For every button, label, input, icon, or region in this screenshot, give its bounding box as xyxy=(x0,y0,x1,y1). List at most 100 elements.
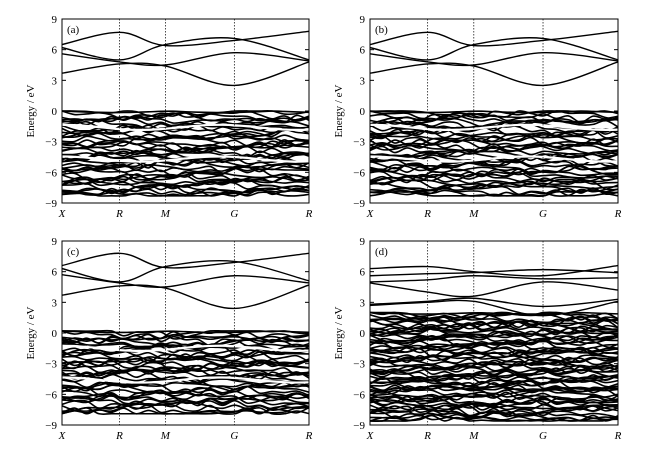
valence-band xyxy=(370,374,618,385)
valence-band xyxy=(370,367,618,380)
valence-band xyxy=(370,172,618,186)
valence-band xyxy=(62,175,309,186)
band-gap-highlight xyxy=(62,123,309,132)
valence-band xyxy=(62,184,309,196)
y-tick-label: 3 xyxy=(360,75,366,87)
kpoint-label: M xyxy=(160,430,171,442)
kpoint-label: R xyxy=(614,430,622,442)
conduction-band xyxy=(370,61,618,87)
valence-band xyxy=(370,349,618,361)
panel-label: (d) xyxy=(375,246,388,258)
kpoint-label: R xyxy=(423,430,431,442)
y-axis-title: Energy / eV xyxy=(333,84,345,137)
valence-band xyxy=(370,360,618,372)
conduction-band xyxy=(370,52,618,67)
valence-band xyxy=(62,111,309,126)
conduction-band xyxy=(62,52,309,67)
kpoint-label: X xyxy=(58,208,67,220)
conduction-band xyxy=(370,281,618,298)
band-gap-highlight xyxy=(62,344,309,352)
panel-label: (a) xyxy=(67,24,80,36)
valence-band xyxy=(62,142,309,153)
valence-band xyxy=(370,408,618,420)
valence-band xyxy=(370,128,618,139)
y-tick-label: 3 xyxy=(52,75,58,87)
valence-band xyxy=(62,173,309,185)
band-gap-highlight xyxy=(62,155,309,163)
kpoint-label: G xyxy=(230,208,238,220)
kpoint-label: X xyxy=(58,430,67,442)
kpoint-label: R xyxy=(305,430,313,442)
y-tick-label: −6 xyxy=(353,167,365,179)
valence-band xyxy=(62,381,309,393)
valence-band xyxy=(370,325,618,337)
y-tick-label: 9 xyxy=(360,236,366,248)
kpoint-label: M xyxy=(468,208,479,220)
valence-band xyxy=(62,156,309,168)
y-tick-label: −9 xyxy=(353,420,365,432)
band-panel: 9 6 3 0 −3 −6 −9X R M G R Energy / eV (a) xyxy=(25,14,313,220)
kpoint-label: X xyxy=(366,208,375,220)
valence-band xyxy=(62,370,309,384)
valence-band xyxy=(62,333,309,347)
kpoint-label: R xyxy=(115,208,123,220)
conduction-band xyxy=(62,30,309,47)
valence-band xyxy=(62,139,309,152)
valence-band xyxy=(370,328,618,341)
conduction-band xyxy=(62,61,309,87)
y-tick-label: 6 xyxy=(52,267,58,279)
kpoint-label: G xyxy=(230,430,238,442)
y-tick-label: −3 xyxy=(45,137,57,149)
valence-band xyxy=(370,126,618,137)
valence-band xyxy=(370,391,618,403)
y-axis-title: Energy / eV xyxy=(333,306,345,359)
y-tick-label: 6 xyxy=(360,267,366,279)
valence-band xyxy=(370,113,618,126)
y-tick-label: 6 xyxy=(360,45,366,57)
valence-band xyxy=(370,334,618,348)
valence-band xyxy=(370,402,618,415)
valence-band xyxy=(370,189,618,197)
y-axis-title: Energy / eV xyxy=(25,84,37,137)
valence-band xyxy=(62,191,309,197)
conduction-band xyxy=(62,274,309,288)
valence-band xyxy=(370,164,618,178)
kpoint-label: R xyxy=(614,208,622,220)
y-axis-title: Energy / eV xyxy=(25,306,37,359)
y-tick-label: −6 xyxy=(45,167,57,179)
kpoint-label: R xyxy=(115,430,123,442)
valence-band xyxy=(62,348,309,361)
valence-band xyxy=(370,119,618,131)
y-tick-label: 9 xyxy=(360,14,366,26)
valence-band xyxy=(370,332,618,342)
y-tick-label: −6 xyxy=(353,389,365,401)
panel-label: (b) xyxy=(375,24,388,36)
y-tick-label: −3 xyxy=(353,359,365,371)
valence-band xyxy=(62,361,309,373)
valence-band xyxy=(62,182,309,196)
conduction-band xyxy=(62,37,309,61)
y-tick-label: 6 xyxy=(52,45,58,57)
valence-band xyxy=(62,160,309,172)
valence-band xyxy=(62,384,309,396)
band-panel: 9 6 3 0 −3 −6 −9X R M G R Energy / eV (d) xyxy=(333,236,622,442)
kpoint-label: G xyxy=(539,430,547,442)
valence-band xyxy=(62,134,309,149)
valence-band xyxy=(370,311,618,321)
y-tick-label: 3 xyxy=(360,297,366,309)
kpoint-label: G xyxy=(539,208,547,220)
conduction-band xyxy=(370,275,618,283)
kpoint-label: X xyxy=(366,430,375,442)
valence-band xyxy=(62,132,309,142)
y-tick-label: 3 xyxy=(52,297,58,309)
y-tick-label: 0 xyxy=(52,328,58,340)
valence-band xyxy=(62,167,309,181)
valence-band xyxy=(62,157,309,169)
y-tick-label: −6 xyxy=(45,389,57,401)
valence-band xyxy=(370,319,618,332)
y-tick-label: −9 xyxy=(353,198,365,210)
y-tick-label: 9 xyxy=(52,14,58,26)
kpoint-label: M xyxy=(160,208,171,220)
valence-band xyxy=(370,337,618,349)
